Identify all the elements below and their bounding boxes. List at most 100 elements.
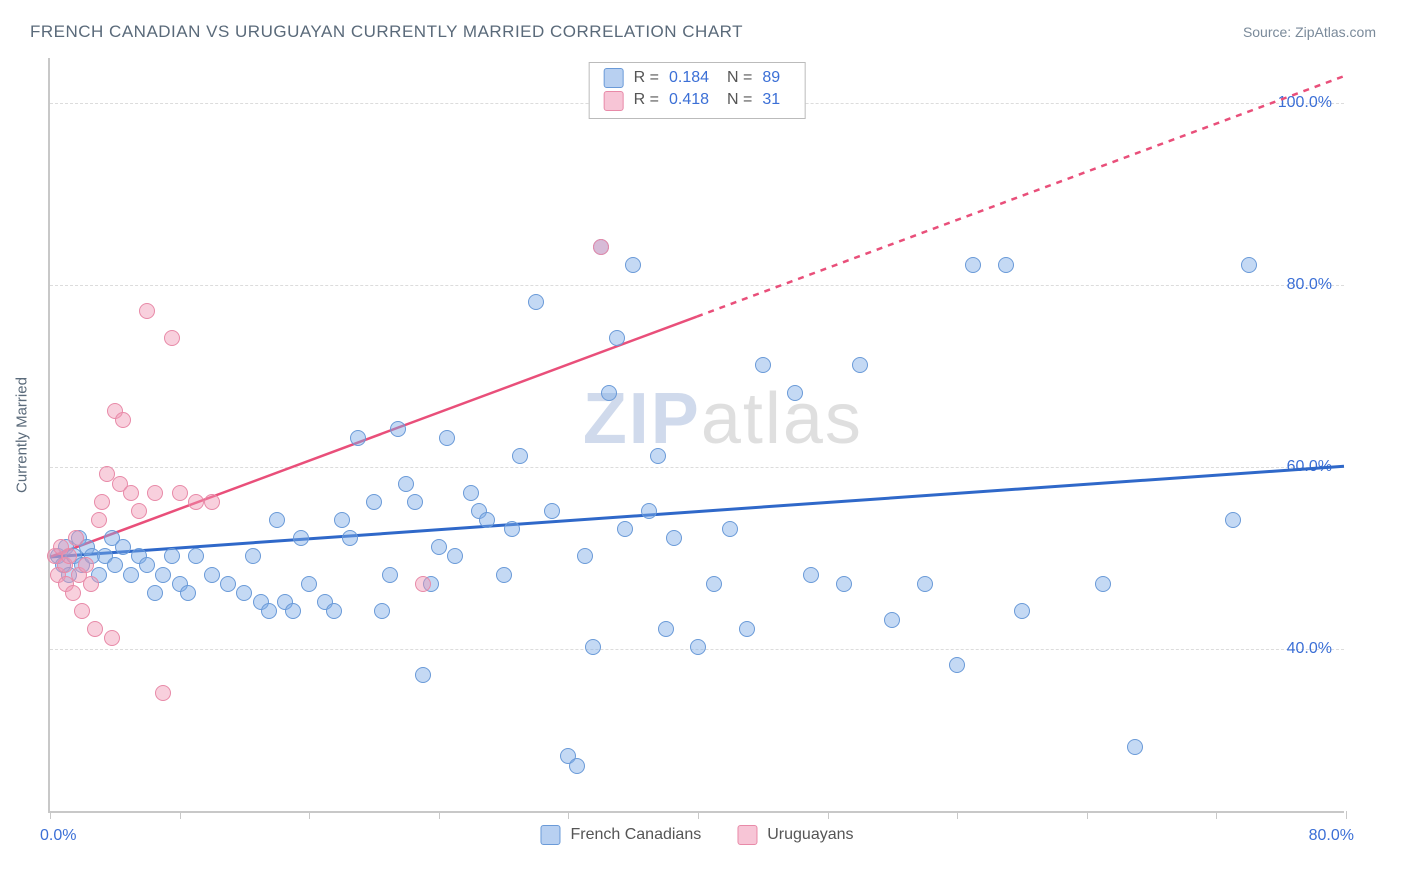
scatter-point [172, 485, 188, 501]
scatter-point [87, 621, 103, 637]
scatter-point [722, 521, 738, 537]
x-tick [957, 811, 958, 819]
scatter-point [836, 576, 852, 592]
scatter-point [593, 239, 609, 255]
scatter-point [123, 485, 139, 501]
scatter-point [641, 503, 657, 519]
scatter-point [1014, 603, 1030, 619]
scatter-point [188, 494, 204, 510]
scatter-point [658, 621, 674, 637]
scatter-point [690, 639, 706, 655]
x-tick [568, 811, 569, 819]
scatter-point [496, 567, 512, 583]
scatter-point [68, 530, 84, 546]
legend: French Canadians Uruguayans [540, 825, 853, 845]
scatter-point [204, 567, 220, 583]
scatter-point [998, 257, 1014, 273]
scatter-point [577, 548, 593, 564]
scatter-point [180, 585, 196, 601]
scatter-point [917, 576, 933, 592]
scatter-point [739, 621, 755, 637]
scatter-point [164, 548, 180, 564]
scatter-point [139, 303, 155, 319]
scatter-point [285, 603, 301, 619]
stats-row: R = 0.184 N = 89 [604, 67, 791, 89]
x-tick [698, 811, 699, 819]
scatter-point [415, 667, 431, 683]
scatter-point [544, 503, 560, 519]
scatter-point [107, 557, 123, 573]
scatter-point [398, 476, 414, 492]
scatter-point [74, 603, 90, 619]
scatter-point [236, 585, 252, 601]
r-value: 0.184 [669, 67, 717, 89]
scatter-point [706, 576, 722, 592]
scatter-point [1241, 257, 1257, 273]
x-tick-label-last: 80.0% [1309, 827, 1354, 845]
stats-row: R =0.418N =31 [604, 89, 791, 111]
n-label: N = [727, 67, 752, 89]
chart-title: FRENCH CANADIAN VS URUGUAYAN CURRENTLY M… [30, 22, 743, 42]
scatter-point [1095, 576, 1111, 592]
scatter-point [965, 257, 981, 273]
scatter-point [104, 630, 120, 646]
scatter-point [512, 448, 528, 464]
scatter-point [350, 430, 366, 446]
scatter-point [852, 357, 868, 373]
scatter-point [625, 257, 641, 273]
scatter-point [382, 567, 398, 583]
scatter-point [415, 576, 431, 592]
scatter-point [755, 357, 771, 373]
scatter-point [342, 530, 358, 546]
scatter-point [245, 548, 261, 564]
y-axis-label: Currently Married [14, 377, 31, 493]
scatter-point [504, 521, 520, 537]
scatter-point [261, 603, 277, 619]
scatter-point [115, 412, 131, 428]
scatter-point [269, 512, 285, 528]
scatter-point [569, 758, 585, 774]
scatter-point [479, 512, 495, 528]
scatter-point [94, 494, 110, 510]
scatter-point [366, 494, 382, 510]
scatter-point [949, 657, 965, 673]
r-value: 0.418 [669, 89, 717, 111]
scatter-point [787, 385, 803, 401]
legend-label: Uruguayans [767, 826, 853, 844]
scatter-point [447, 548, 463, 564]
x-tick [1346, 811, 1347, 819]
scatter-point [139, 557, 155, 573]
scatter-point [301, 576, 317, 592]
scatter-point [123, 567, 139, 583]
scatter-point [83, 576, 99, 592]
scatter-point [884, 612, 900, 628]
chart-area: Currently Married 40.0%60.0%80.0%100.0% … [48, 58, 1344, 813]
scatter-point [204, 494, 220, 510]
scatter-point [407, 494, 423, 510]
x-tick [180, 811, 181, 819]
scatter-point [431, 539, 447, 555]
legend-item: French Canadians [540, 825, 701, 845]
x-tick [439, 811, 440, 819]
n-value: 31 [762, 89, 790, 111]
scatter-point [220, 576, 236, 592]
scatter-point [147, 485, 163, 501]
scatter-point [188, 548, 204, 564]
r-label: R = [634, 67, 659, 89]
swatch-icon [604, 68, 624, 88]
scatter-point [65, 585, 81, 601]
x-tick-label-first: 0.0% [40, 827, 76, 845]
scatter-point [666, 530, 682, 546]
n-value: 89 [762, 67, 790, 89]
scatter-point [609, 330, 625, 346]
scatter-point [164, 330, 180, 346]
x-tick [1087, 811, 1088, 819]
scatter-point [617, 521, 633, 537]
scatter-point [463, 485, 479, 501]
scatter-point [439, 430, 455, 446]
swatch-icon [604, 91, 624, 111]
x-tick [1216, 811, 1217, 819]
x-tick [828, 811, 829, 819]
r-label: R = [634, 89, 659, 111]
scatter-point [147, 585, 163, 601]
